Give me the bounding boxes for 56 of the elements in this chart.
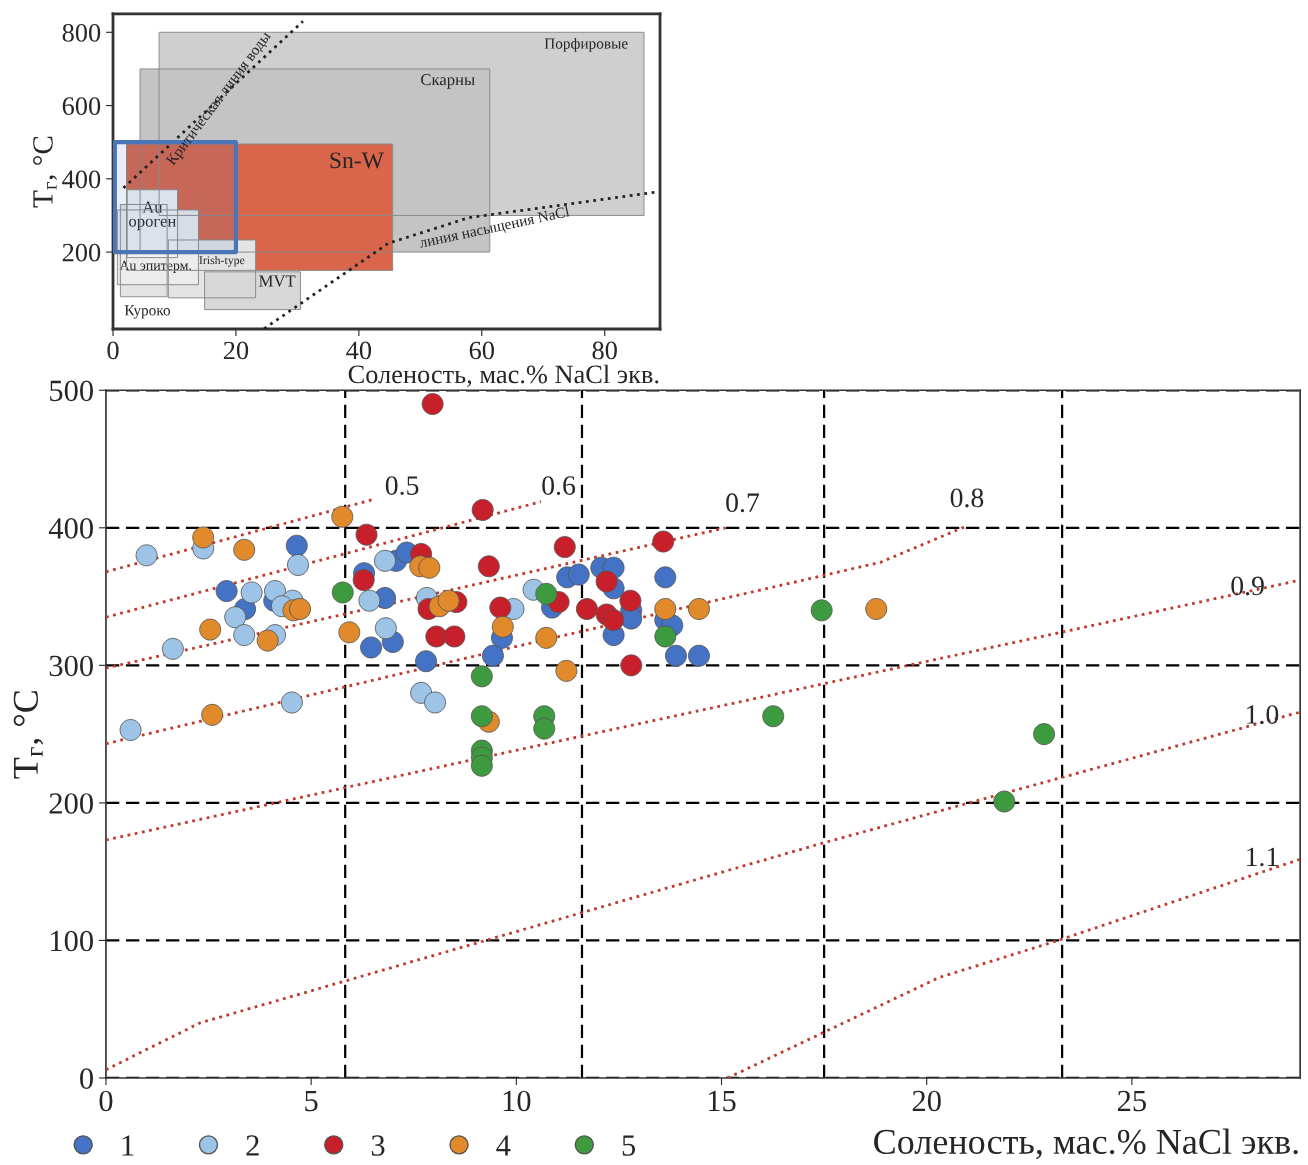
- annotation: 0.8: [950, 488, 984, 508]
- x-tick-label: 25: [1117, 1090, 1146, 1112]
- point: [553, 536, 576, 559]
- series-label: MVT: [259, 275, 296, 287]
- x-tick-label: 5: [305, 1090, 318, 1112]
- series-label: Au ороген: [129, 201, 176, 231]
- point: [374, 549, 396, 572]
- series-label: Куроко: [124, 305, 171, 319]
- y-tick-label: 100: [51, 930, 93, 952]
- legend-label: 2: [246, 1135, 259, 1156]
- x-tick-label: 60: [469, 341, 494, 360]
- x-tick-label: 80: [592, 341, 617, 360]
- y-tick-label: 400: [48, 518, 93, 539]
- point: [331, 581, 354, 604]
- x-tick-label: 10: [503, 1090, 531, 1112]
- y-tick-label: 500: [50, 380, 93, 402]
- x-tick-label: 20: [912, 1090, 941, 1112]
- point: [535, 582, 558, 605]
- x-tick-label: 15: [708, 1090, 736, 1112]
- y-axis-title: T$_{г}$, °C: [13, 691, 44, 779]
- point: [477, 555, 500, 578]
- x-tick-label: 0: [107, 341, 119, 360]
- series-label: Скарны: [421, 74, 475, 89]
- annotation: 0.6: [542, 476, 576, 495]
- point: [620, 654, 643, 677]
- y-tick-label: 0: [80, 1068, 93, 1089]
- point: [352, 569, 375, 592]
- annotation: 0.9: [1231, 576, 1264, 596]
- annotation: 0.7: [726, 493, 760, 513]
- point: [374, 617, 397, 640]
- point: [338, 621, 361, 644]
- y-axis-title: T$_{г}$, °C: [33, 136, 57, 208]
- series-label: Порфировые: [544, 37, 628, 52]
- annotation: 1.0: [1247, 705, 1279, 725]
- x-tick-label: 20: [223, 341, 249, 360]
- y-tick-label: 400: [62, 170, 101, 189]
- legend-label: 1: [122, 1135, 134, 1156]
- x-axis-title: Соленость, мас.% NaCl экв.: [874, 1128, 1298, 1160]
- y-tick-label: 200: [62, 243, 101, 262]
- y-tick-label: 600: [62, 97, 101, 115]
- series-label: Irish-type: [199, 255, 245, 267]
- series-label: Sn-W: [330, 152, 384, 169]
- x-axis-title: Соленость, мас.% NaCl экв.: [348, 364, 659, 388]
- y-tick-label: 200: [49, 793, 93, 814]
- point: [654, 598, 677, 620]
- annotation: 1.1: [1247, 847, 1278, 867]
- x-tick-label: 40: [346, 341, 372, 360]
- point: [192, 526, 215, 549]
- annotation: 0.5: [385, 476, 419, 495]
- y-tick-label: 800: [62, 23, 101, 42]
- legend-label: 3: [371, 1135, 385, 1156]
- annotation: линия насыщения NaCl: [418, 205, 571, 251]
- series-label: Au эпитерм.: [119, 260, 192, 273]
- y-tick-label: 300: [49, 655, 93, 677]
- legend-label: 4: [496, 1135, 511, 1156]
- legend-label: 5: [622, 1135, 636, 1156]
